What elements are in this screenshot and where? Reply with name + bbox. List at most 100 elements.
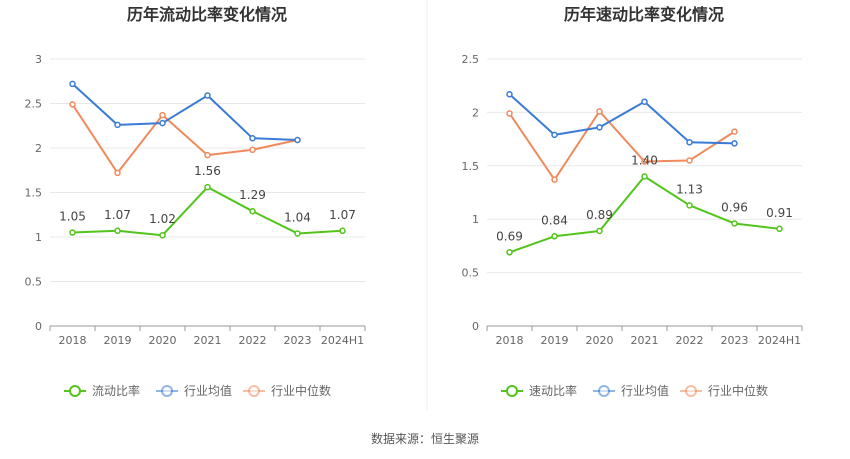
data-label: 1.29 xyxy=(239,188,266,202)
data-point-industry-median xyxy=(596,108,603,115)
x-tick-label: 2021 xyxy=(194,334,222,347)
chart-2: 历年速动比率变化情况 0 0.5 1 1.5 2 2.5 2018 2019 2020 2021 20… xyxy=(462,5,803,398)
data-point-industry-avg xyxy=(596,124,603,131)
chart-title: 历年速动比率变化情况 xyxy=(564,5,724,24)
data-point-company xyxy=(686,202,693,209)
y-tick-label: 1 xyxy=(35,231,42,244)
data-point-industry-avg xyxy=(506,90,513,98)
x-tick-label: 2019 xyxy=(541,334,569,347)
legend-label: 流动比率 xyxy=(92,383,140,398)
data-point-industry-avg xyxy=(114,121,121,129)
data-point-company xyxy=(249,207,256,215)
data-label: 1.04 xyxy=(284,210,311,224)
series-line-industry-median xyxy=(71,103,298,174)
data-label: 1.07 xyxy=(104,208,131,222)
x-tick-label: 2018 xyxy=(496,334,524,347)
data-label: 1.40 xyxy=(631,153,658,167)
data-source-note: 数据来源：恒生聚源 xyxy=(370,432,479,446)
data-label: 1.02 xyxy=(149,212,176,226)
data-point-industry-median xyxy=(731,128,738,135)
y-tick-label: 1.5 xyxy=(462,160,480,173)
x-tick-label: 2022 xyxy=(676,334,704,347)
x-tick-label: 2024H1 xyxy=(758,334,801,347)
legend-marker-icon xyxy=(598,385,610,397)
legend-label: 行业均值 xyxy=(184,383,232,398)
data-point-company xyxy=(506,249,513,256)
legend-label: 行业均值 xyxy=(621,383,669,398)
chart-title: 历年流动比率变化情况 xyxy=(127,5,287,24)
data-point-company xyxy=(551,233,558,240)
data-point-industry-avg xyxy=(686,139,693,146)
x-tick-label: 2023 xyxy=(721,334,749,347)
data-point-company xyxy=(339,227,346,235)
legend-marker-icon xyxy=(685,385,697,397)
y-tick-label: 0.5 xyxy=(25,276,43,289)
data-point-industry-avg xyxy=(731,140,738,147)
y-tick-label: 2.5 xyxy=(25,98,43,111)
data-point-industry-median xyxy=(686,157,693,164)
data-point-industry-avg xyxy=(551,131,558,139)
x-tick-label: 2021 xyxy=(631,334,659,347)
data-label: 0.89 xyxy=(586,208,613,222)
data-point-company xyxy=(641,173,648,180)
chart-1: 历年流动比率变化情况 0 0.5 1 1.5 2 2.5 3 2018 2019 2020 2021 2… xyxy=(25,5,366,398)
data-point-company xyxy=(114,227,121,235)
legend-marker-icon xyxy=(161,385,173,397)
data-point-industry-median xyxy=(114,169,121,177)
data-point-company xyxy=(776,225,783,233)
data-point-industry-avg xyxy=(69,80,76,88)
legend-item-industry-avg: 行业均值 xyxy=(156,383,232,398)
data-point-industry-median xyxy=(551,176,558,183)
data-point-company xyxy=(69,229,76,236)
data-point-industry-avg xyxy=(204,92,211,99)
x-tick-label: 2020 xyxy=(586,334,614,347)
data-point-company xyxy=(159,231,166,239)
legend-item-company: 速动比率 xyxy=(501,383,577,398)
legend-item-industry-avg: 行业均值 xyxy=(593,383,669,398)
legend-marker-icon xyxy=(248,385,260,397)
y-tick-label: 0 xyxy=(35,320,42,333)
x-tick-label: 2020 xyxy=(149,334,177,347)
data-point-industry-median xyxy=(641,158,648,165)
series-line-industry-avg xyxy=(71,83,298,141)
data-point-industry-avg xyxy=(294,136,301,144)
data-point-company xyxy=(294,230,301,237)
legend-marker-icon xyxy=(506,385,518,397)
y-tick-label: 0.5 xyxy=(462,267,480,280)
data-point-company xyxy=(596,227,603,235)
legend-label: 行业中位数 xyxy=(271,383,331,398)
data-label: 0.69 xyxy=(496,229,523,243)
data-label: 0.91 xyxy=(766,206,793,220)
data-point-industry-median xyxy=(159,111,166,119)
data-point-industry-avg xyxy=(249,134,256,142)
data-point-company xyxy=(731,220,738,227)
data-point-industry-median xyxy=(249,146,256,154)
data-label: 1.13 xyxy=(676,182,703,196)
legend-label: 速动比率 xyxy=(529,383,577,398)
y-tick-label: 1 xyxy=(472,213,479,226)
data-label: 1.05 xyxy=(59,210,86,224)
data-point-industry-median xyxy=(204,151,211,159)
x-tick-label: 2019 xyxy=(104,334,132,347)
y-tick-label: 2 xyxy=(35,142,42,155)
data-label: 0.96 xyxy=(721,200,748,214)
data-label: 1.07 xyxy=(329,208,356,222)
legend-item-industry-median: 行业中位数 xyxy=(243,383,331,398)
x-tick-label: 2023 xyxy=(284,334,312,347)
legend-item-industry-median: 行业中位数 xyxy=(680,383,768,398)
data-point-industry-avg xyxy=(159,119,166,127)
y-tick-label: 2 xyxy=(472,106,479,119)
y-tick-label: 3 xyxy=(35,53,42,66)
series-line-industry-median xyxy=(508,110,736,181)
data-point-industry-median xyxy=(506,110,513,117)
y-tick-label: 0 xyxy=(472,320,479,333)
data-label: 1.56 xyxy=(194,164,221,178)
legend-item-company: 流动比率 xyxy=(64,383,140,398)
data-point-industry-median xyxy=(69,101,76,108)
data-label: 0.84 xyxy=(541,213,568,227)
legend-marker-icon xyxy=(69,385,81,397)
y-tick-label: 2.5 xyxy=(462,53,480,66)
x-tick-label: 2018 xyxy=(59,334,87,347)
x-tick-label: 2024H1 xyxy=(321,334,364,347)
